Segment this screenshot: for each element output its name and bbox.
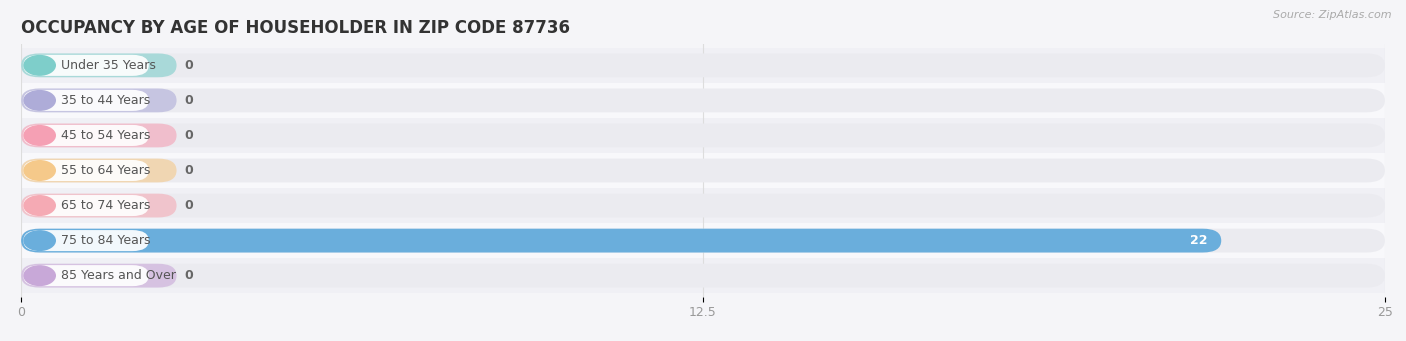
FancyBboxPatch shape [21, 123, 177, 147]
Circle shape [24, 90, 56, 111]
Bar [0, 223, 1406, 258]
Bar [0, 48, 1406, 83]
Text: 85 Years and Over: 85 Years and Over [62, 269, 176, 282]
Text: 65 to 74 Years: 65 to 74 Years [62, 199, 150, 212]
Circle shape [24, 55, 56, 76]
FancyBboxPatch shape [24, 195, 149, 216]
Text: 45 to 54 Years: 45 to 54 Years [62, 129, 150, 142]
Text: 0: 0 [184, 94, 194, 107]
FancyBboxPatch shape [21, 264, 1385, 287]
Text: 22: 22 [1189, 234, 1208, 247]
Bar [0, 83, 1406, 118]
FancyBboxPatch shape [21, 159, 1385, 182]
Bar [0, 258, 1406, 293]
Circle shape [24, 265, 56, 286]
Circle shape [24, 195, 56, 216]
FancyBboxPatch shape [24, 90, 149, 111]
Text: 75 to 84 Years: 75 to 84 Years [62, 234, 150, 247]
FancyBboxPatch shape [24, 125, 149, 146]
FancyBboxPatch shape [21, 54, 1385, 77]
FancyBboxPatch shape [24, 230, 149, 251]
FancyBboxPatch shape [21, 194, 1385, 218]
Bar [0, 118, 1406, 153]
FancyBboxPatch shape [24, 160, 149, 181]
FancyBboxPatch shape [21, 159, 177, 182]
Text: 0: 0 [184, 59, 194, 72]
FancyBboxPatch shape [21, 88, 1385, 112]
FancyBboxPatch shape [21, 229, 1222, 252]
Text: Source: ZipAtlas.com: Source: ZipAtlas.com [1274, 10, 1392, 20]
Circle shape [24, 160, 56, 181]
FancyBboxPatch shape [21, 88, 177, 112]
Text: Under 35 Years: Under 35 Years [62, 59, 156, 72]
Bar [0, 153, 1406, 188]
FancyBboxPatch shape [21, 123, 1385, 147]
FancyBboxPatch shape [21, 229, 1385, 252]
FancyBboxPatch shape [21, 194, 177, 218]
Text: 0: 0 [184, 199, 194, 212]
Text: 0: 0 [184, 129, 194, 142]
Circle shape [24, 125, 56, 146]
FancyBboxPatch shape [24, 55, 149, 76]
FancyBboxPatch shape [21, 54, 177, 77]
FancyBboxPatch shape [24, 265, 149, 286]
Text: OCCUPANCY BY AGE OF HOUSEHOLDER IN ZIP CODE 87736: OCCUPANCY BY AGE OF HOUSEHOLDER IN ZIP C… [21, 19, 569, 37]
Text: 0: 0 [184, 164, 194, 177]
Text: 55 to 64 Years: 55 to 64 Years [62, 164, 150, 177]
FancyBboxPatch shape [21, 264, 177, 287]
Circle shape [24, 230, 56, 251]
Text: 0: 0 [184, 269, 194, 282]
Bar [0, 188, 1406, 223]
Text: 35 to 44 Years: 35 to 44 Years [62, 94, 150, 107]
